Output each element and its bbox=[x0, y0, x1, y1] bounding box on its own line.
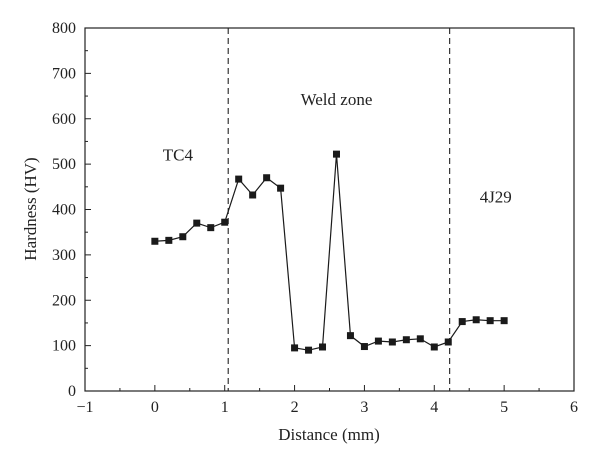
data-point bbox=[193, 219, 201, 227]
x-tick-label: 4 bbox=[430, 399, 438, 416]
data-point bbox=[207, 224, 215, 232]
x-tick-label: 6 bbox=[570, 399, 578, 416]
y-tick-label: 100 bbox=[52, 338, 76, 355]
data-point bbox=[165, 236, 173, 244]
y-tick-label: 0 bbox=[68, 383, 76, 400]
data-point bbox=[388, 338, 396, 346]
data-point bbox=[346, 332, 354, 340]
x-tick-label: 5 bbox=[500, 399, 508, 416]
data-point bbox=[263, 174, 271, 182]
data-point bbox=[235, 175, 243, 183]
data-point bbox=[402, 336, 410, 344]
y-tick-label: 300 bbox=[52, 247, 76, 264]
data-point bbox=[291, 344, 299, 352]
y-tick-label: 400 bbox=[52, 202, 76, 219]
x-tick-label: −1 bbox=[76, 399, 93, 416]
data-point bbox=[416, 335, 424, 343]
data-point bbox=[319, 343, 327, 351]
series-line bbox=[154, 154, 505, 351]
data-point bbox=[221, 218, 229, 226]
annotation-label: TC4 bbox=[163, 145, 194, 164]
y-axis-label: Hardness (HV) bbox=[21, 157, 40, 260]
y-tick-label: 600 bbox=[52, 111, 76, 128]
data-point bbox=[305, 346, 313, 354]
x-tick-label: 0 bbox=[151, 399, 159, 416]
y-tick-label: 500 bbox=[52, 156, 76, 173]
x-axis-label: Distance (mm) bbox=[278, 425, 380, 444]
annotations: TC4 Weld zone 4J29 bbox=[163, 90, 512, 207]
axis-ticks bbox=[84, 27, 575, 392]
data-point bbox=[472, 316, 480, 324]
data-point bbox=[444, 338, 452, 346]
y-tick-label: 700 bbox=[52, 65, 76, 82]
x-tick-label: 1 bbox=[221, 399, 229, 416]
data-point bbox=[486, 317, 494, 325]
data-point bbox=[458, 318, 466, 326]
data-point bbox=[179, 233, 187, 241]
zone-boundaries bbox=[227, 28, 451, 391]
y-tick-label: 800 bbox=[52, 20, 76, 37]
data-point bbox=[430, 343, 438, 351]
x-tick-label: 3 bbox=[360, 399, 368, 416]
data-point bbox=[277, 184, 285, 192]
data-point bbox=[249, 191, 257, 199]
plot-frame bbox=[84, 27, 575, 392]
x-tick-label: 2 bbox=[291, 399, 299, 416]
data-point bbox=[151, 237, 159, 245]
data-point bbox=[374, 337, 382, 345]
annotation-label: Weld zone bbox=[301, 90, 373, 109]
y-tick-label: 200 bbox=[52, 292, 76, 309]
data-point bbox=[500, 317, 508, 325]
data-point bbox=[360, 343, 368, 351]
data-point bbox=[332, 150, 340, 158]
annotation-label: 4J29 bbox=[480, 188, 512, 207]
series-group bbox=[151, 150, 508, 354]
